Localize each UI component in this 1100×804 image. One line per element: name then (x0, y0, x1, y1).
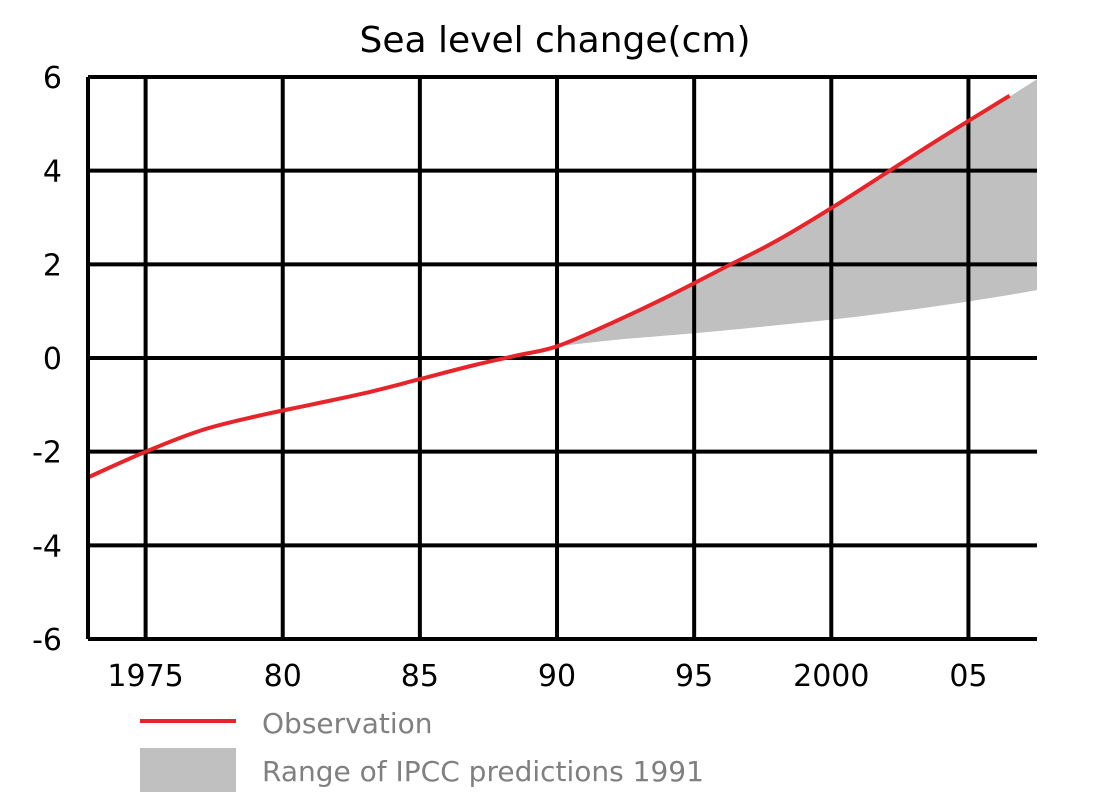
y-tick-label: 0 (43, 342, 62, 377)
x-tick-label: 80 (264, 659, 302, 694)
prediction-area-layer (557, 79, 1037, 347)
y-tick-label: 6 (43, 61, 62, 96)
x-tick-label: 2000 (793, 659, 869, 694)
legend-label-observation: Observation (262, 707, 433, 740)
x-tick-label: 95 (675, 659, 713, 694)
observation-line-layer (87, 93, 1011, 480)
legend: Observation Range of IPCC predictions 19… (140, 707, 704, 792)
ipcc-prediction-range-area (557, 79, 1037, 347)
axes-layer (86, 75, 1037, 641)
y-tick-label: 4 (43, 155, 62, 190)
y-tick-label: -2 (32, 436, 62, 471)
x-tick-label: 90 (538, 659, 576, 694)
x-tick-label: 05 (949, 659, 987, 694)
legend-swatch-observation (140, 719, 236, 723)
x-tick-label: 1975 (107, 659, 183, 694)
chart-title: Sea level change(cm) (360, 20, 751, 61)
y-tick-label: -6 (32, 623, 62, 658)
x-tick-label: 85 (401, 659, 439, 694)
y-tick-label: -4 (32, 529, 62, 564)
grid-layer (88, 77, 1037, 639)
observation-series-line (87, 93, 1011, 480)
tick-labels-layer: 6 4 2 0 -2 -4 -6 1975 80 85 90 95 2000 05 (32, 61, 987, 694)
y-tick-label: 2 (43, 248, 62, 283)
legend-label-ipcc-range: Range of IPCC predictions 1991 (262, 755, 704, 788)
legend-swatch-ipcc-range (140, 748, 236, 792)
